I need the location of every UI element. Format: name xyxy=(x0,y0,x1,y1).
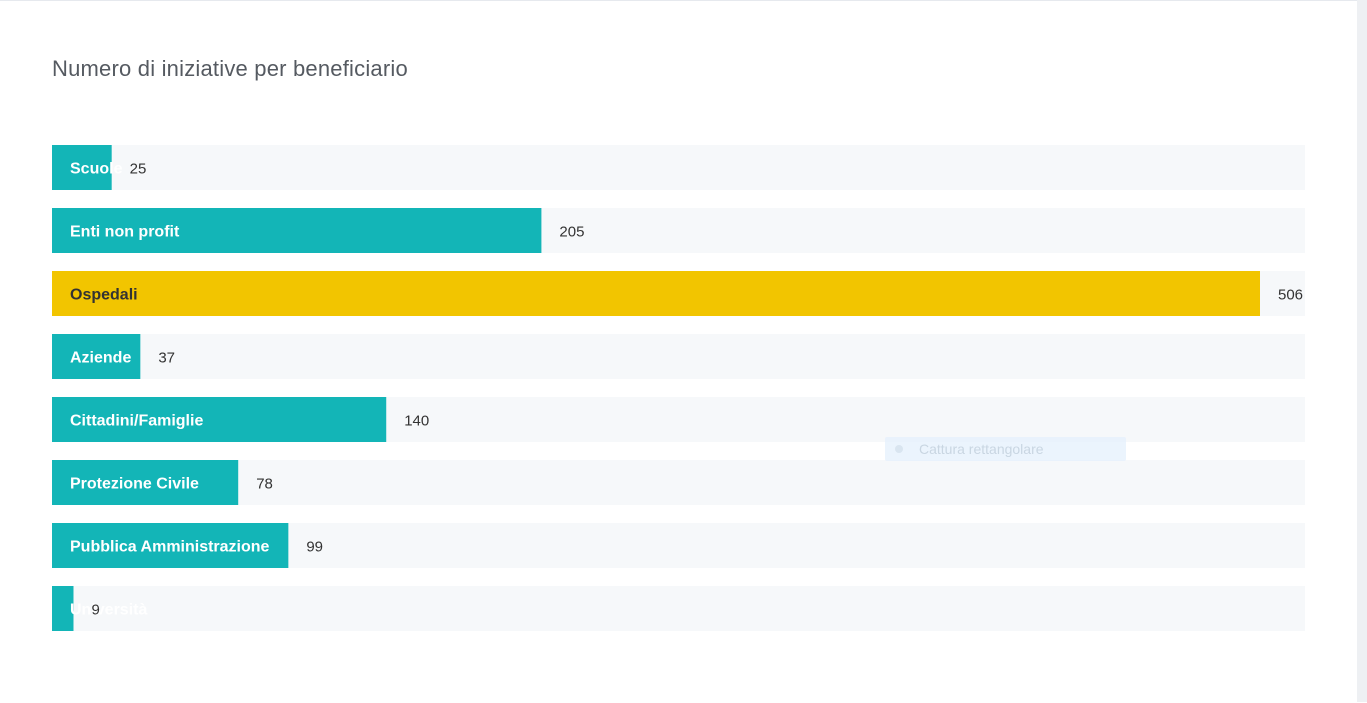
bar-track-universita xyxy=(52,586,1305,631)
bar-group-protezione-civile[interactable]: Protezione Civile 78 xyxy=(52,460,1305,505)
bar-group-scuole[interactable]: Scuole 25 xyxy=(52,145,1305,190)
bar-track-aziende xyxy=(52,334,1305,379)
bar-track-protezione-civile xyxy=(52,460,1305,505)
bar-label-enti-non-profit: Enti non profit xyxy=(70,224,180,241)
bar-label-ospedali: Ospedali xyxy=(70,287,138,304)
capture-tooltip: Cattura rettangolare xyxy=(885,437,1126,461)
bar-label-protezione-civile: Protezione Civile xyxy=(70,476,199,493)
bar-group-ospedali[interactable]: Ospedali 506 xyxy=(52,271,1305,316)
value-label-cittadini-famiglie: 140 xyxy=(404,413,429,430)
value-label-ospedali: 506 xyxy=(1278,287,1303,304)
bar-label-universita: Università xyxy=(70,602,147,619)
bar-aziende[interactable] xyxy=(52,334,141,379)
bar-pubblica-amministrazione[interactable] xyxy=(52,523,289,568)
bar-group-enti-non-profit[interactable]: Enti non profit 205 xyxy=(52,208,1305,253)
value-label-aziende: 37 xyxy=(158,350,175,367)
value-label-universita: 9 xyxy=(91,602,99,619)
bar-group-pubblica-amministrazione[interactable]: Pubblica Amministrazione 99 xyxy=(52,523,1305,568)
bar-label-aziende: Aziende xyxy=(70,350,131,367)
bar-group-cittadini-famiglie[interactable]: Cittadini/Famiglie 140 xyxy=(52,397,1305,442)
value-label-pubblica-amministrazione: 99 xyxy=(306,539,323,556)
bar-protezione-civile[interactable] xyxy=(52,460,239,505)
chart-title: Numero di iniziative per beneficiario xyxy=(52,56,408,81)
scrollbar-track[interactable] xyxy=(1357,0,1367,702)
bar-label-pubblica-amministrazione: Pubblica Amministrazione xyxy=(70,539,270,556)
bar-ospedali[interactable] xyxy=(52,271,1260,316)
bar-enti-non-profit[interactable] xyxy=(52,208,542,253)
record-dot-icon xyxy=(895,445,903,453)
bar-group-aziende[interactable]: Aziende 37 xyxy=(52,334,1305,379)
value-label-enti-non-profit: 205 xyxy=(559,224,584,241)
bar-universita[interactable] xyxy=(52,586,74,631)
bar-scuole[interactable] xyxy=(52,145,112,190)
bar-label-scuole: Scuole xyxy=(70,161,123,178)
bar-label-cittadini-famiglie: Cittadini/Famiglie xyxy=(70,413,203,430)
value-label-scuole: 25 xyxy=(130,161,147,178)
value-label-protezione-civile: 78 xyxy=(256,476,273,493)
bar-cittadini-famiglie[interactable] xyxy=(52,397,387,442)
bar-track-scuole xyxy=(52,145,1305,190)
capture-tooltip-label: Cattura rettangolare xyxy=(919,441,1044,457)
